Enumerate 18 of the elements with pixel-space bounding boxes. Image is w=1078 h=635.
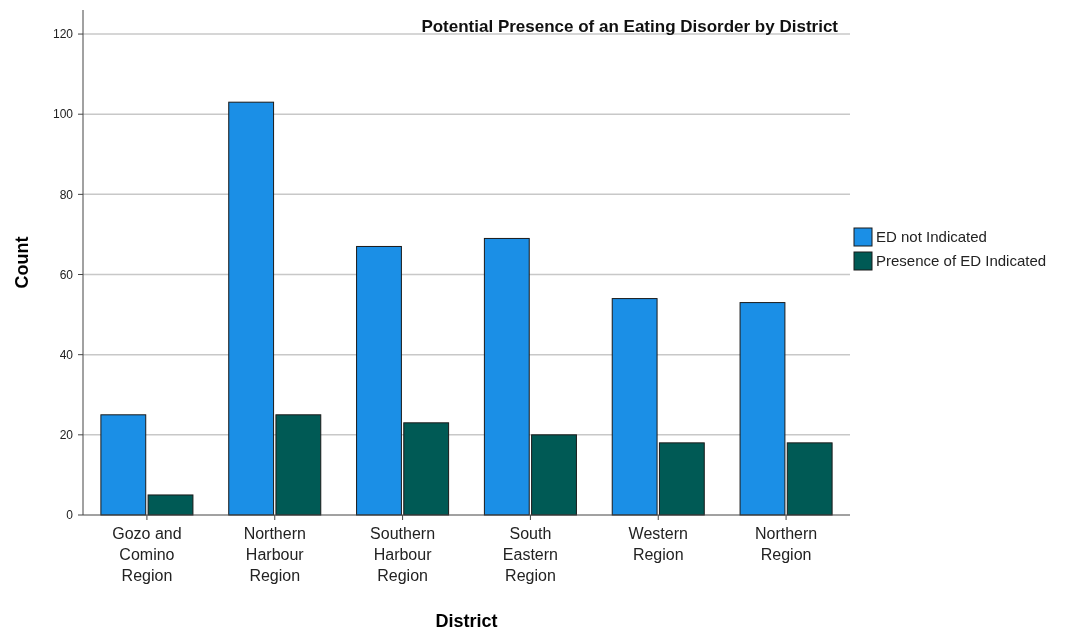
legend-label: Presence of ED Indicated — [876, 252, 1047, 269]
y-tick-label: 100 — [52, 107, 74, 122]
x-tick-label: Western Region — [628, 525, 688, 563]
y-tick-label: 0 — [66, 508, 74, 523]
x-tick-label: South Eastern Region — [502, 525, 558, 584]
x-tick-label: Northern Region — [754, 525, 818, 563]
legend-label: ED not Indicated — [876, 228, 987, 245]
x-tick-label: Gozo and Comino Region — [112, 525, 182, 584]
chart-title: Potential Presence of an Eating Disorder by District — [421, 17, 839, 36]
x-tick-label: Northern Harbour Region — [243, 525, 306, 584]
y-tick-label: 80 — [59, 187, 74, 202]
x-axis-title: District — [435, 611, 498, 631]
x-tick-label: Southern Harbour Region — [370, 525, 436, 584]
y-tick-label: 120 — [52, 27, 74, 42]
y-tick-label: 60 — [59, 267, 74, 282]
y-tick-label: 20 — [59, 428, 74, 443]
y-axis-title: Count — [12, 236, 32, 289]
y-tick-label: 40 — [59, 347, 74, 362]
